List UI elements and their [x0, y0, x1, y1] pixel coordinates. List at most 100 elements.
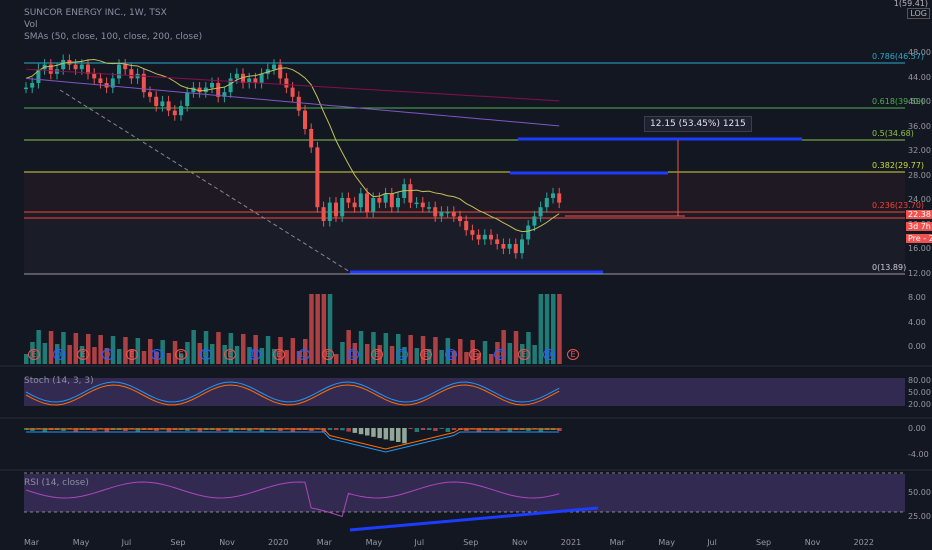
macd-bar [427, 428, 432, 430]
price-tick: 32.00 [908, 146, 931, 155]
volume-bar [67, 345, 72, 364]
volume-bar [42, 343, 48, 364]
candle [433, 207, 438, 217]
macd-bar [371, 428, 376, 437]
volume-bar [24, 354, 29, 364]
volume-bar [110, 336, 116, 364]
rsi-legend: RSI (14, close) [24, 478, 89, 488]
volume-bar [135, 338, 141, 364]
time-tick: Mar [316, 538, 332, 547]
candle [79, 64, 84, 70]
macd-bar [197, 428, 203, 432]
event-marker: D [444, 349, 457, 360]
rsi-tick: 50.00 [908, 488, 931, 497]
candle [284, 78, 289, 88]
price-tick: 36.00 [908, 121, 931, 131]
candle [30, 83, 35, 88]
macd-tick: -4.00 [908, 450, 929, 459]
candle [445, 211, 450, 214]
volume-bar [383, 333, 389, 364]
candle [451, 211, 456, 217]
volume-bar [210, 344, 215, 364]
volume-bar [340, 342, 345, 364]
volume-bar [234, 346, 240, 364]
price-tick: 4.00 [908, 317, 926, 327]
candle [414, 202, 419, 205]
candle [346, 198, 351, 203]
candle [296, 96, 301, 111]
macd-bar [290, 428, 296, 432]
volume-bar [544, 294, 550, 364]
candle [365, 193, 369, 212]
macd-bar [334, 428, 339, 430]
macd-bar [259, 428, 265, 432]
volume-bar [551, 294, 556, 364]
volume-bar [141, 351, 147, 364]
fib-label-0: 0.786(46.57) [872, 52, 925, 61]
time-tick: May [72, 538, 90, 547]
macd-bar [327, 428, 333, 430]
stoch-tick: 80.00 [908, 376, 931, 385]
volume-bar [166, 353, 172, 364]
volume-bar [371, 332, 376, 364]
volume-bar [315, 294, 320, 364]
volume-legend: Vol [24, 20, 38, 30]
time-tick: Jul [121, 538, 132, 547]
macd-bar [346, 428, 351, 432]
candle [538, 207, 543, 217]
log-button[interactable]: LOG [907, 8, 930, 19]
candle [154, 96, 159, 106]
volume-bar [228, 333, 234, 364]
candle [303, 110, 307, 129]
macd-bar [73, 428, 79, 432]
event-marker: E [175, 349, 187, 360]
candle [98, 78, 103, 83]
macd-bar [42, 428, 48, 432]
price-tick: 48.00 [908, 48, 931, 57]
time-tick: Jul [414, 538, 425, 547]
candle [179, 106, 183, 116]
candle [544, 198, 549, 208]
fib-label-3: 0.382(29.77) [872, 161, 925, 170]
macd-bar [476, 428, 482, 432]
candle [389, 193, 394, 208]
event-marker: D [395, 349, 408, 360]
event-marker: D [346, 349, 359, 360]
macd-bar [433, 428, 438, 431]
rsi-line [25, 481, 560, 518]
price-tick: 12.00 [908, 268, 931, 278]
macd-tick: 0.00 [908, 424, 926, 433]
candle [532, 216, 537, 226]
volume-bar [538, 294, 544, 364]
candle [507, 244, 512, 249]
time-tick: Mar [24, 538, 40, 547]
candle [340, 198, 345, 217]
event-marker: D [52, 349, 65, 360]
candle [513, 244, 518, 254]
time-tick: 2022 [853, 538, 874, 547]
macd-bar [557, 428, 562, 431]
volume-bar [557, 294, 562, 364]
volume-bar [73, 333, 79, 364]
volume-bar [98, 335, 103, 364]
volume-bar [117, 349, 122, 364]
fib-zone-1 [24, 172, 905, 212]
candle [420, 202, 425, 208]
sma-200-line [25, 68, 560, 102]
price-tick: 24.00 [908, 195, 931, 204]
time-tick: Sep [170, 538, 186, 547]
rsi-trend-line [349, 506, 599, 532]
fib-label-2: 0.5(34.68) [872, 129, 914, 138]
volume-bar [216, 332, 221, 364]
volume-bar [265, 336, 271, 364]
candle [24, 87, 28, 90]
fib-label-4: 0.236(23.70) [872, 201, 925, 210]
macd-bar [445, 428, 451, 432]
macd-bar [408, 428, 413, 429]
macd-bar [321, 428, 327, 432]
volume-bar [389, 346, 395, 364]
volume-bar [61, 332, 66, 364]
candle [476, 234, 481, 240]
trend-line [59, 89, 351, 273]
